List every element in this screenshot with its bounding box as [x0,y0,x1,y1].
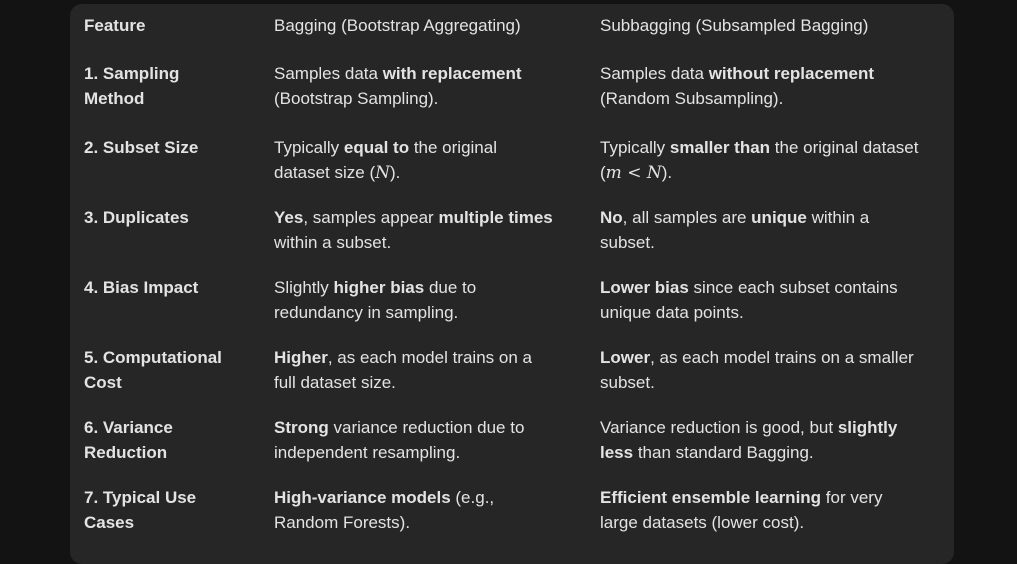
feature-cell: 4. Bias Impact [84,268,274,338]
feature-cell: 2. Subset Size [84,128,274,198]
table-header-row: Feature Bagging (Bootstrap Aggregating) … [84,8,950,56]
bold-text: High-variance models [274,488,451,507]
feature-label: Cases [84,513,135,532]
text-run: large datasets (lower cost). [600,513,805,532]
text-run: Slightly [274,278,334,297]
text-run: since each subset contains [688,278,898,297]
feature-label: 5. Computational [84,348,222,367]
text-run: (e.g., [450,488,495,507]
text-run: independent resampling. [274,443,461,462]
bagging-cell: Higher, as each model trains on a full da… [274,338,600,408]
subbagging-cell: Efficient ensemble learning for very larg… [600,478,950,548]
bagging-cell: Strong variance reduction due to independ… [274,408,600,478]
text-run: subset. [600,373,655,392]
text-run: due to [424,278,477,297]
subbagging-cell: Lower, as each model trains on a smaller… [600,338,950,408]
bagging-cell: High-variance models (e.g., Random Forest… [274,478,600,548]
text-run: for very [821,488,883,507]
text-run: , samples appear [303,208,439,227]
subbagging-cell: No, all samples are unique within a subse… [600,198,950,268]
table-row: 2. Subset Size Typically equal to the ori… [84,128,950,198]
subbagging-cell: Lower bias since each subset contains uni… [600,268,950,338]
text-run: Variance reduction is good, but [600,418,838,437]
math-expression: m < N [605,163,662,183]
feature-label: 1. Sampling [84,64,180,83]
bold-text: No [600,208,623,227]
table-row: 1. Sampling Method Samples data with repla… [84,56,950,128]
response-panel [70,4,954,564]
table-row: 7. Typical Use Cases High-variance models … [84,478,950,548]
bold-text: higher bias [333,278,425,297]
bold-text: Efficient ensemble learning [600,488,822,507]
text-run: (Random Subsampling). [600,89,784,108]
text-run: , as each model trains on a [327,348,532,367]
bold-text: Lower bias [600,278,689,297]
table-row: 6. Variance Reduction Strong variance redu… [84,408,950,478]
bold-text: without replacement [708,64,874,83]
text-run: dataset size ( [274,163,376,182]
text-run: , as each model trains on a smaller [650,348,914,367]
table-body: 1. Sampling Method Samples data with repla… [84,56,950,548]
bagging-cell: Typically equal to the original dataset s… [274,128,600,198]
text-run: redundancy in sampling. [274,303,459,322]
subbagging-cell: Samples data without replacement (Random … [600,56,950,128]
feature-cell: 3. Duplicates [84,198,274,268]
text-run: full dataset size. [274,373,396,392]
text-run: ). [661,163,673,182]
subbagging-cell: Typically smaller than the original data… [600,128,950,198]
bold-text: smaller than [669,138,771,157]
text-run: Samples data [274,64,383,83]
text-run: Random Forests). [274,513,411,532]
table-row: 3. Duplicates Yes, samples appear multipl… [84,198,950,268]
bold-text: less [600,443,634,462]
bold-text: Higher [274,348,328,367]
subbagging-cell: Variance reduction is good, but slightly… [600,408,950,478]
text-run: the original dataset [770,138,919,157]
bold-text: equal to [343,138,410,157]
bold-text: unique [751,208,807,227]
feature-label: 6. Variance [84,418,173,437]
feature-cell: 6. Variance Reduction [84,408,274,478]
bold-text: with replacement [382,64,522,83]
text-run: ). [389,163,401,182]
header-bagging: Bagging (Bootstrap Aggregating) [274,16,521,35]
header-subbagging: Subbagging (Subsampled Bagging) [600,16,869,35]
feature-label: 4. Bias Impact [84,278,199,297]
bagging-cell: Slightly higher bias due to redundancy in… [274,268,600,338]
comparison-table: Feature Bagging (Bootstrap Aggregating) … [84,8,950,548]
table-row: 5. Computational Cost Higher, as each mode… [84,338,950,408]
text-run: subset. [600,233,655,252]
text-run: variance reduction due to [328,418,525,437]
bold-text: multiple times [438,208,553,227]
feature-label: 2. Subset Size [84,138,199,157]
feature-cell: 1. Sampling Method [84,56,274,128]
feature-label: Reduction [84,443,168,462]
feature-label: Method [84,89,145,108]
feature-label: Cost [84,373,122,392]
text-run: unique data points. [600,303,744,322]
feature-cell: 7. Typical Use Cases [84,478,274,548]
bold-text: slightly [837,418,898,437]
math-expression: N [375,163,390,183]
text-run: within a subset. [274,233,392,252]
text-run: , all samples are [622,208,752,227]
bold-text: Strong [274,418,329,437]
table-row: 4. Bias Impact Slightly higher bias due t… [84,268,950,338]
text-run: the original [409,138,497,157]
text-run: than standard Bagging. [633,443,814,462]
bagging-cell: Yes, samples appear multiple times within… [274,198,600,268]
text-run: Typically [600,138,670,157]
bold-text: Lower [600,348,651,367]
bagging-cell: Samples data with replacement (Bootstrap … [274,56,600,128]
text-run: Samples data [600,64,709,83]
header-feature: Feature [84,16,146,35]
text-run: (Bootstrap Sampling). [274,89,439,108]
text-run: within a [806,208,870,227]
text-run: ( [600,163,606,182]
text-run: Typically [274,138,344,157]
feature-label: 3. Duplicates [84,208,189,227]
feature-cell: 5. Computational Cost [84,338,274,408]
bold-text: Yes [274,208,304,227]
feature-label: 7. Typical Use [84,488,197,507]
